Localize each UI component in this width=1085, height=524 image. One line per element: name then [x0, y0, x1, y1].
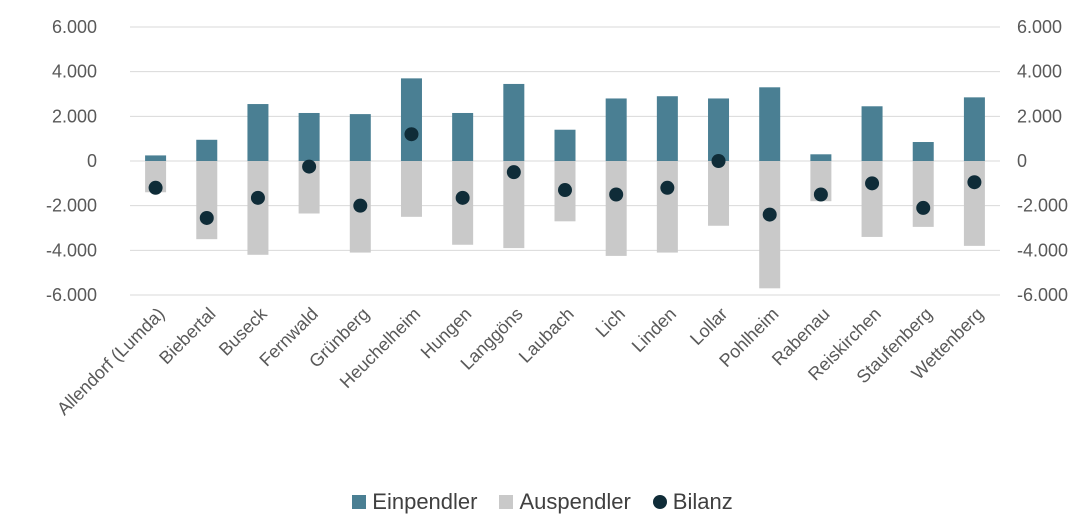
y-tick-label-left: 6.000: [52, 17, 97, 37]
bar-einpendler: [350, 114, 371, 161]
dot-bilanz: [712, 154, 726, 168]
bar-einpendler: [452, 113, 473, 161]
x-tick-label: Biebertal: [155, 304, 219, 368]
dot-bilanz: [660, 181, 674, 195]
legend-item-bilanz: Bilanz: [653, 489, 733, 515]
bar-auspendler: [401, 161, 422, 217]
x-tick-label: Allendorf (Lumda): [53, 304, 168, 419]
dot-bilanz: [200, 211, 214, 225]
bar-einpendler: [196, 140, 217, 161]
legend-item-auspendler: Auspendler: [499, 489, 630, 515]
y-axis-left: -6.000 -4.000 -2.000 0 2.000 4.000 6.000: [46, 17, 97, 305]
dot-bilanz: [302, 160, 316, 174]
bar-einpendler: [862, 106, 883, 161]
dot-bilanz: [763, 208, 777, 222]
x-tick-label: Linden: [628, 304, 680, 356]
bar-auspendler: [759, 161, 780, 288]
y-tick-label-right: -4.000: [1017, 240, 1068, 260]
dot-bilanz: [558, 183, 572, 197]
bar-einpendler: [247, 104, 268, 161]
x-tick-label: Laubach: [515, 304, 578, 367]
x-tick-label: Lich: [592, 304, 629, 341]
y-tick-label-right: 6.000: [1017, 17, 1062, 37]
bar-auspendler: [708, 161, 729, 226]
bar-auspendler: [913, 161, 934, 227]
dot-bilanz: [967, 175, 981, 189]
legend-swatch-auspendler: [499, 495, 513, 509]
y-tick-label-left: 2.000: [52, 106, 97, 126]
bar-einpendler: [759, 87, 780, 161]
bar-auspendler: [606, 161, 627, 256]
legend-label-auspendler: Auspendler: [519, 489, 630, 515]
y-tick-label-left: -6.000: [46, 285, 97, 305]
legend-swatch-einpendler: [352, 495, 366, 509]
y-tick-label-right: 4.000: [1017, 62, 1062, 82]
y-tick-label-right: 2.000: [1017, 106, 1062, 126]
bar-einpendler: [299, 113, 320, 161]
y-tick-label-left: 0: [87, 151, 97, 171]
bar-einpendler: [913, 142, 934, 161]
y-tick-label-right: -2.000: [1017, 196, 1068, 216]
bar-auspendler: [964, 161, 985, 246]
dot-bilanz: [865, 176, 879, 190]
dot-bilanz: [251, 191, 265, 205]
x-tick-label: Lollar: [686, 304, 731, 349]
bar-auspendler: [247, 161, 268, 255]
dot-bilanz: [149, 181, 163, 195]
x-axis-labels: Allendorf (Lumda)BiebertalBuseckFernwald…: [53, 303, 987, 419]
y-tick-label-right: 0: [1017, 151, 1027, 171]
y-tick-label-left: -4.000: [46, 240, 97, 260]
bar-einpendler: [145, 155, 166, 161]
bar-auspendler: [196, 161, 217, 239]
dot-bilanz: [404, 127, 418, 141]
y-tick-label-left: -2.000: [46, 196, 97, 216]
bar-einpendler: [401, 78, 422, 161]
dot-bilanz: [814, 188, 828, 202]
dot-bilanz: [609, 188, 623, 202]
dot-bilanz: [507, 165, 521, 179]
legend-item-einpendler: Einpendler: [352, 489, 477, 515]
legend: Einpendler Auspendler Bilanz: [0, 489, 1085, 515]
bar-einpendler: [964, 97, 985, 161]
legend-swatch-bilanz: [653, 495, 667, 509]
bar-einpendler: [810, 154, 831, 161]
dot-bilanz: [353, 199, 367, 213]
y-tick-label-right: -6.000: [1017, 285, 1068, 305]
chart: -6.000 -4.000 -2.000 0 2.000 4.000 6.000 -6.00…: [0, 0, 1085, 480]
dot-bilanz: [916, 201, 930, 215]
bar-einpendler: [708, 98, 729, 161]
bar-auspendler: [862, 161, 883, 237]
y-tick-label-left: 4.000: [52, 62, 97, 82]
dot-bilanz: [456, 191, 470, 205]
bar-einpendler: [657, 96, 678, 161]
legend-label-bilanz: Bilanz: [673, 489, 733, 515]
bar-einpendler: [555, 130, 576, 161]
bar-auspendler: [657, 161, 678, 253]
bar-einpendler: [606, 98, 627, 161]
y-axis-right: -6.000 -4.000 -2.000 0 2.000 4.000 6.000: [1017, 17, 1068, 305]
legend-label-einpendler: Einpendler: [372, 489, 477, 515]
bar-einpendler: [503, 84, 524, 161]
